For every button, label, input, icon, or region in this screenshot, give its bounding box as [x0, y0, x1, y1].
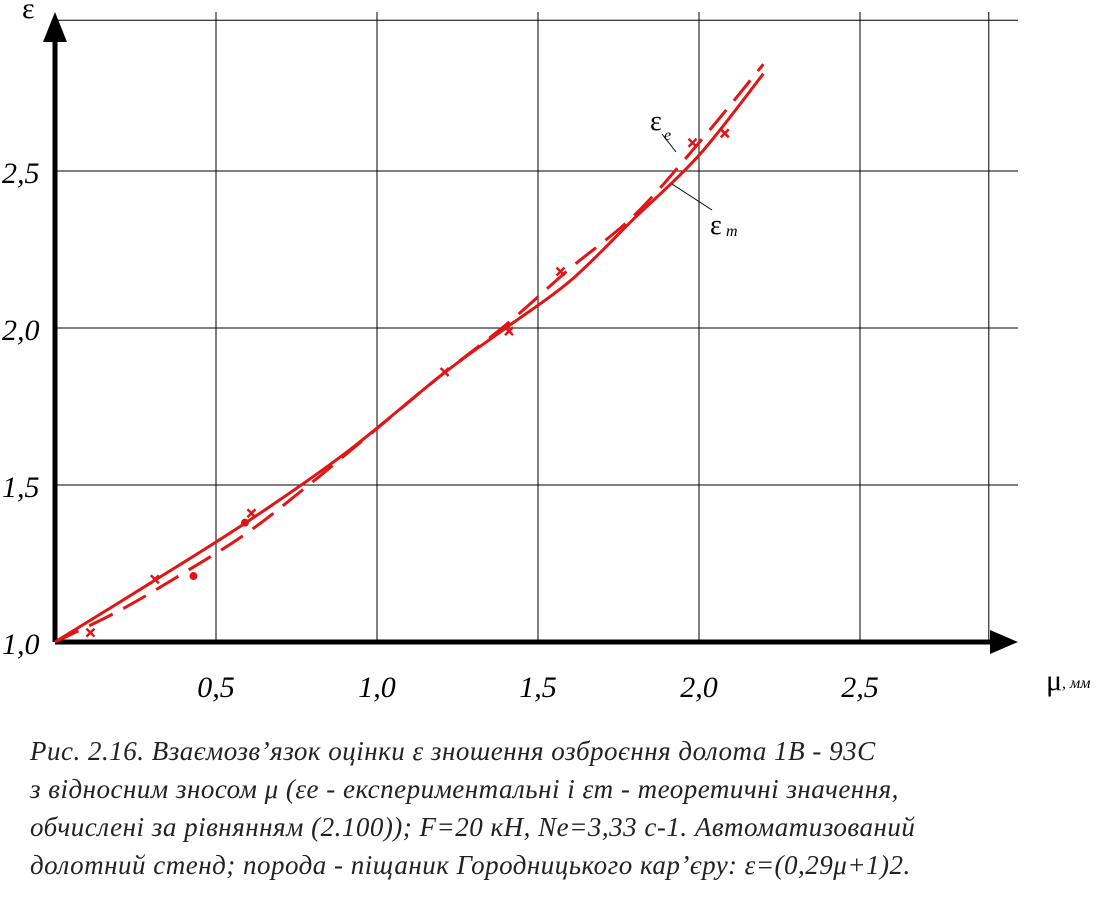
- grid: [55, 12, 1018, 642]
- data-point-x: [246, 508, 257, 519]
- x-tick-label: 2,0: [680, 671, 718, 704]
- markers-group: [85, 128, 730, 638]
- axes: [43, 12, 1018, 654]
- data-point-x: [85, 627, 96, 638]
- leader-line-theor: [671, 183, 713, 211]
- data-point-dot: [189, 572, 198, 581]
- chart: 0,5 1,0 1,5 2,0 2,5 1,0 1,5 2,0 2,5 ε μ , мм ε е…: [2, 0, 1090, 704]
- series-group: [54, 63, 765, 644]
- y-tick-label: 2,0: [2, 314, 40, 347]
- y-tick-label: 1,0: [2, 628, 40, 661]
- caption-line-3: обчислені за рівнянням (2.100)); F=20 кН…: [30, 812, 916, 842]
- caption-line-2: з відносним зносом μ (εе - експериментал…: [30, 774, 899, 804]
- figure-caption: Рис. 2.16. Взаємозв’язок оцінки ε зношен…: [30, 732, 1100, 884]
- series-line-theoretical: [54, 72, 765, 644]
- x-tick-label: 2,5: [841, 671, 879, 704]
- curve-label-exp: ε: [650, 106, 662, 137]
- curve-label-theor-sub: т: [726, 223, 738, 240]
- tick-labels: 0,5 1,0 1,5 2,0 2,5 1,0 1,5 2,0 2,5: [2, 157, 879, 704]
- y-tick-label: 2,5: [2, 157, 40, 190]
- data-point-x: [555, 266, 566, 277]
- curve-label-theor: ε: [710, 210, 722, 241]
- x-tick-label: 1,0: [358, 671, 396, 704]
- caption-line-4: долотний стенд; порода - піщаник Городни…: [30, 850, 911, 880]
- x-tick-label: 0,5: [197, 671, 235, 704]
- leader-line-exp: [661, 133, 677, 153]
- y-axis-arrow: [43, 12, 67, 42]
- x-axis-arrow: [990, 630, 1018, 654]
- series-line-experimental: [54, 63, 765, 644]
- curve-label-exp-sub: е: [664, 127, 671, 144]
- x-axis-label: μ: [1046, 664, 1062, 697]
- data-point-x: [149, 574, 160, 585]
- x-tick-label: 1,5: [519, 671, 557, 704]
- data-point-x: [504, 326, 514, 337]
- data-point-x: [439, 367, 450, 377]
- data-point-x: [687, 137, 698, 148]
- data-point-dot: [240, 518, 249, 527]
- y-axis-label: ε: [22, 0, 35, 25]
- caption-line-1: Рис. 2.16. Взаємозв’язок оцінки ε зношен…: [30, 736, 876, 766]
- data-point-x: [719, 128, 730, 139]
- y-tick-label: 1,5: [2, 471, 40, 504]
- x-axis-unit: , мм: [1062, 675, 1090, 692]
